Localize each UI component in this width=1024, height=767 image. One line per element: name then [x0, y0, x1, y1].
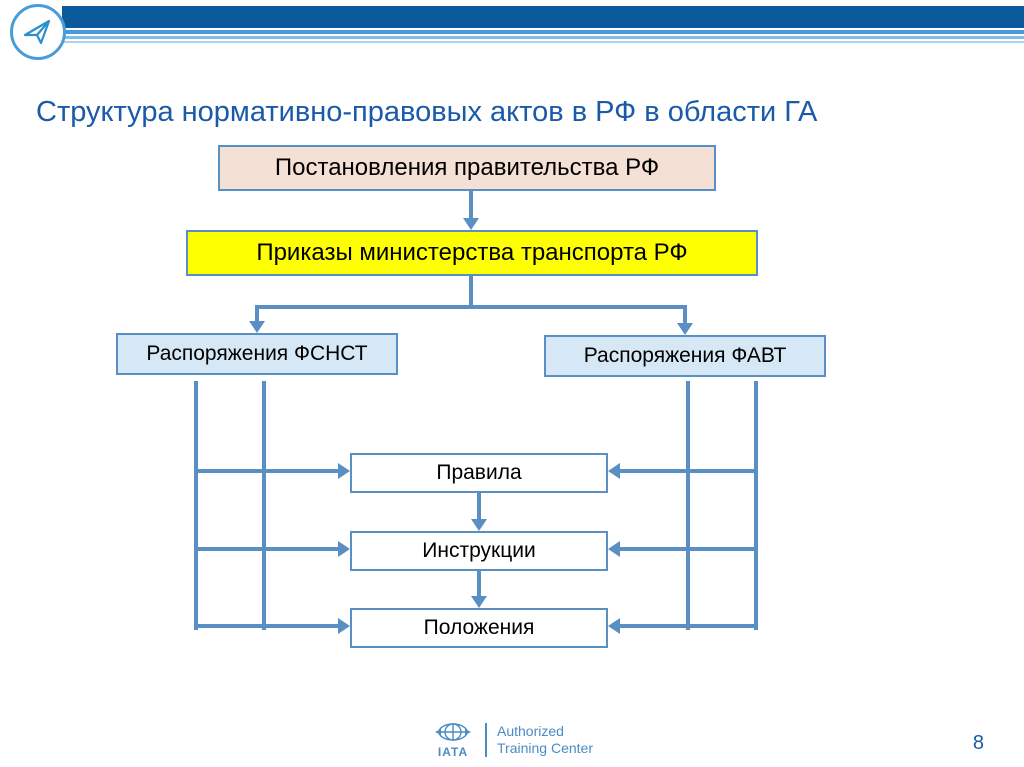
footer-logo: IATA Authorized Training Center: [431, 721, 593, 759]
flow-node: Постановления правительства РФ: [218, 145, 716, 191]
iata-logo-icon: IATA: [431, 721, 475, 759]
atc-text: Authorized Training Center: [485, 723, 593, 757]
flow-node: Распоряжения ФСНСТ: [116, 333, 398, 375]
slide-header: [0, 0, 1024, 60]
page-number: 8: [973, 732, 984, 755]
flow-node: Распоряжения ФАВТ: [544, 335, 826, 377]
flow-node: Инструкции: [350, 531, 608, 571]
flow-node: Положения: [350, 608, 608, 648]
slide-title: Структура нормативно-правовых актов в РФ…: [36, 96, 817, 129]
logo-circle: [10, 4, 66, 60]
iata-text: IATA: [438, 745, 468, 759]
flowchart: Постановления правительства РФ Приказы ми…: [0, 140, 1024, 700]
flow-node: Правила: [350, 453, 608, 493]
paper-plane-icon: [21, 15, 55, 49]
flow-node: Приказы министерства транспорта РФ: [186, 230, 758, 276]
